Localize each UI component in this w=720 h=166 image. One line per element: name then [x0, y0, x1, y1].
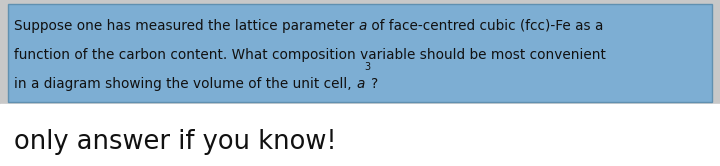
Text: ?: ?	[371, 77, 378, 91]
Bar	[0, 0, 720, 104]
Text: function of the carbon content. What composition variable should be most conveni: function of the carbon content. What com…	[14, 48, 606, 62]
Text: in a diagram showing the volume of the unit cell,: in a diagram showing the volume of the u…	[14, 77, 356, 91]
Text: a: a	[359, 19, 367, 33]
Text: of face-centred cubic (fcc)-Fe as a: of face-centred cubic (fcc)-Fe as a	[367, 19, 603, 33]
Text: 3: 3	[364, 62, 371, 72]
Text: Suppose one has measured the lattice parameter: Suppose one has measured the lattice par…	[14, 19, 359, 33]
Text: a: a	[356, 77, 364, 91]
Bar	[8, 4, 712, 102]
Text: only answer if you know!: only answer if you know!	[14, 129, 337, 155]
